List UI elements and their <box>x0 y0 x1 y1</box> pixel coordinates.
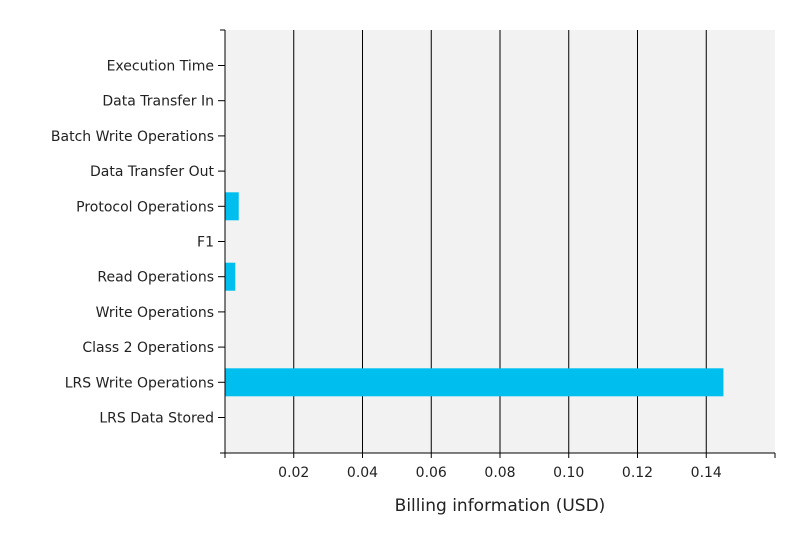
y-tick-label: Batch Write Operations <box>51 129 214 145</box>
y-tick-label: Execution Time <box>107 59 214 75</box>
x-tick-label: 0.12 <box>622 465 653 481</box>
x-tick-label: 0.06 <box>416 465 447 481</box>
x-axis-title: Billing information (USD) <box>395 496 606 516</box>
y-tick-label: Read Operations <box>97 270 214 286</box>
x-tick-label: 0.08 <box>484 465 515 481</box>
tick-labels: 0.02 0.04 0.06 0.08 0.10 0.12 0.14 Execution Ti… <box>51 59 722 482</box>
y-tick-label: Protocol Operations <box>76 199 214 215</box>
bar <box>225 192 239 221</box>
y-tick-label: F1 <box>197 235 214 251</box>
y-tick-label: LRS Write Operations <box>65 375 214 391</box>
bars <box>225 192 724 397</box>
bar <box>225 368 724 397</box>
y-tick-label: Write Operations <box>96 305 214 321</box>
y-tick-label: Data Transfer Out <box>90 164 215 180</box>
y-tick-label: Data Transfer In <box>102 94 214 110</box>
x-tick-label: 0.14 <box>691 465 722 481</box>
y-tick-label: LRS Data Stored <box>99 411 214 427</box>
x-tick-label: 0.10 <box>553 465 584 481</box>
axes <box>218 29 776 458</box>
x-tick-label: 0.04 <box>347 465 378 481</box>
x-tick-label: 0.02 <box>278 465 309 481</box>
y-tick-label: Class 2 Operations <box>82 340 214 356</box>
bar <box>225 262 236 291</box>
